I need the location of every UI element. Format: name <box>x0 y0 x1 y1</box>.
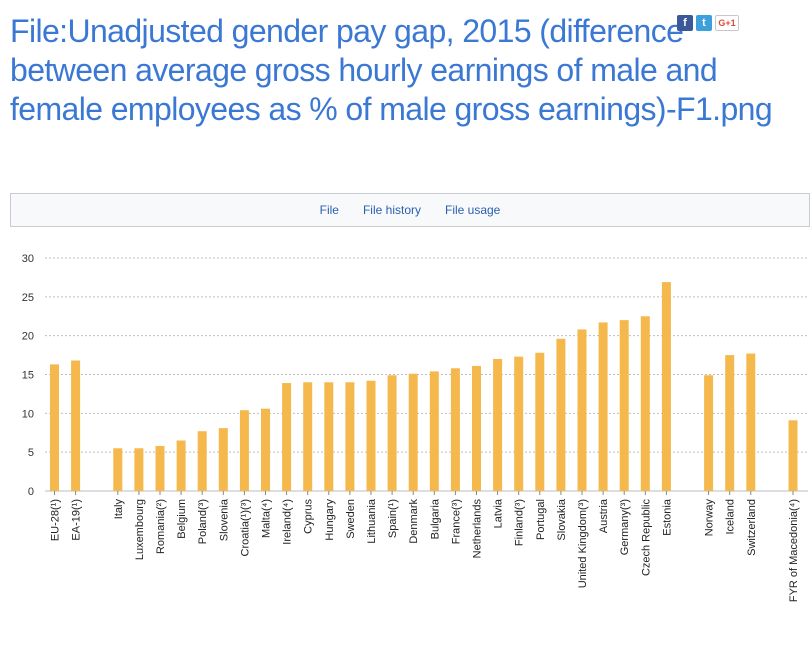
tab-file-history[interactable]: File history <box>362 203 421 217</box>
bar <box>725 355 735 491</box>
bar <box>450 368 460 491</box>
bar <box>387 375 397 491</box>
bar <box>134 448 144 491</box>
x-tick-label: EA-19(¹) <box>71 499 83 541</box>
x-tick-label: United Kingdom(³) <box>577 499 589 588</box>
bar <box>535 352 545 491</box>
bar <box>661 282 671 491</box>
bar <box>514 356 524 491</box>
bar <box>577 329 587 491</box>
x-tick-label: EU-28(¹) <box>50 499 62 541</box>
x-tick-label: France(³) <box>450 499 462 544</box>
x-tick-label: Lithuania <box>366 498 378 544</box>
x-tick-label: Hungary <box>324 499 336 541</box>
x-tick-label: Germany(³) <box>619 499 631 555</box>
bar <box>704 375 714 491</box>
x-tick-label: Latvia <box>493 498 505 528</box>
y-tick-label: 25 <box>22 292 34 304</box>
x-tick-label: Sweden <box>345 499 357 539</box>
bar <box>197 431 207 491</box>
bar <box>176 440 186 491</box>
x-tick-label: Cyprus <box>303 499 315 534</box>
y-tick-label: 20 <box>22 331 34 343</box>
x-tick-label: Belgium <box>176 499 188 539</box>
x-tick-label: Finland(³) <box>514 499 526 546</box>
file-tabs: File File history File usage <box>10 193 810 227</box>
bar <box>598 322 608 491</box>
google-plus-icon[interactable]: G+1 <box>715 15 739 31</box>
bar <box>619 320 629 491</box>
bar <box>50 364 59 491</box>
bar <box>408 373 418 491</box>
x-tick-label: Iceland <box>725 499 737 534</box>
x-tick-label: Switzerland <box>746 499 758 556</box>
x-tick-label: FYR of Macedonia(⁴) <box>788 499 800 602</box>
y-tick-label: 30 <box>22 253 34 265</box>
x-tick-label: Croatia(¹)(³) <box>239 499 251 556</box>
page-title: File:Unadjusted gender pay gap, 2015 (di… <box>10 13 773 127</box>
y-tick-label: 0 <box>28 486 34 498</box>
x-tick-label: Estonia <box>661 498 673 536</box>
social-share-buttons: f t G+1 <box>677 15 739 31</box>
bar <box>303 382 313 491</box>
bar <box>218 428 228 491</box>
pay-gap-bar-chart: 0 5 10 15 20 25 30 EU-28(¹) EA-19(¹) Italy Luxembo… <box>22 253 808 602</box>
x-tick-label: Netherlands <box>472 499 484 559</box>
x-tick-label: Spain(¹) <box>387 499 399 538</box>
x-tick-label: Italy <box>113 499 125 520</box>
bar <box>429 371 439 491</box>
x-tick-label: Slovakia <box>556 498 568 540</box>
x-tick-label: Ireland(⁴) <box>282 499 294 545</box>
x-tick-label: Portugal <box>535 499 547 540</box>
bar <box>366 380 376 491</box>
bar <box>493 358 503 491</box>
bar <box>261 408 270 491</box>
bar <box>746 353 756 491</box>
bar <box>113 448 123 491</box>
x-tick-label: Luxembourg <box>134 499 146 560</box>
bar <box>71 360 81 491</box>
tab-file-usage[interactable]: File usage <box>444 203 501 217</box>
x-tick-label: Poland(³) <box>197 499 209 544</box>
x-tick-label: Romania(²) <box>155 499 167 554</box>
bar <box>640 316 650 491</box>
bar <box>788 420 798 491</box>
y-tick-label: 10 <box>22 408 34 420</box>
x-tick-label: Czech Republic <box>640 499 652 577</box>
x-tick-label: Norway <box>704 499 716 537</box>
twitter-icon[interactable]: t <box>696 15 712 31</box>
x-tick-label: Austria <box>598 498 610 533</box>
y-tick-label: 15 <box>22 370 34 382</box>
bar <box>282 383 292 491</box>
bar <box>472 365 481 491</box>
x-tick-label: Slovenia <box>218 498 230 541</box>
x-tick-label: Denmark <box>408 499 420 544</box>
bar <box>324 382 334 491</box>
x-tick-label: Bulgaria <box>429 498 441 539</box>
y-tick-label: 5 <box>28 447 34 459</box>
facebook-icon[interactable]: f <box>677 15 693 31</box>
x-tick-label: Malta(⁴) <box>261 499 273 538</box>
bar <box>155 445 165 491</box>
bar <box>345 382 355 491</box>
bar <box>556 338 566 491</box>
bar <box>239 410 249 491</box>
tab-file[interactable]: File <box>319 203 339 217</box>
